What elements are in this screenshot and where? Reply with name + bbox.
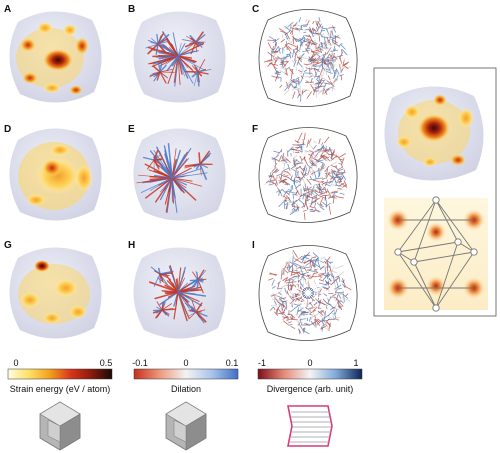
strain-icon bbox=[39, 401, 81, 451]
panel-label-g: G bbox=[4, 240, 12, 251]
panel-e-dilation-field bbox=[133, 128, 226, 221]
colorbar-dilation-title: Dilation bbox=[171, 384, 201, 394]
panel-label-h: H bbox=[128, 240, 135, 251]
colorbar-strain: 0 0.5 Strain energy (eV / atom) bbox=[7, 358, 113, 394]
panel-k-octahedron-schematic bbox=[384, 196, 488, 312]
panel-label-c: C bbox=[252, 4, 259, 15]
colorbar-strain-gradient bbox=[7, 368, 113, 380]
colorbar-divergence-title: Divergence (arb. unit) bbox=[267, 384, 354, 394]
panel-a-strain-map bbox=[9, 11, 102, 103]
colorbar-divergence-gradient bbox=[257, 368, 363, 380]
colorbar-divergence: -1 0 1 Divergence (arb. unit) bbox=[257, 358, 363, 394]
panel-label-f: F bbox=[252, 124, 258, 135]
panel-label-i: I bbox=[252, 240, 255, 251]
panel-label-e: E bbox=[128, 124, 135, 135]
panel-label-b: B bbox=[128, 4, 135, 15]
panel-b-dilation-field bbox=[133, 11, 226, 103]
colorbar-dilation-mid: 0 bbox=[183, 358, 188, 368]
colorbar-dilation-min: -0.1 bbox=[132, 358, 148, 368]
divergence-icon bbox=[287, 405, 333, 447]
panel-label-d: D bbox=[4, 124, 11, 135]
colorbar-strain-max: 0.5 bbox=[100, 358, 113, 368]
panel-h-dilation-field bbox=[133, 247, 226, 339]
panel-f-divergence-field bbox=[258, 127, 358, 223]
colorbar-strain-min: 0 bbox=[13, 358, 18, 368]
colorbar-dilation-gradient bbox=[133, 368, 239, 380]
colorbar-dilation-max: 0.1 bbox=[226, 358, 239, 368]
panel-g-strain-map bbox=[9, 247, 102, 339]
colorbar-divergence-max: 1 bbox=[353, 358, 358, 368]
colorbar-divergence-min: -1 bbox=[258, 358, 266, 368]
colorbar-divergence-mid: 0 bbox=[307, 358, 312, 368]
dilation-icon bbox=[165, 401, 207, 451]
colorbar-strain-title: Strain energy (eV / atom) bbox=[10, 384, 111, 394]
panel-label-a: A bbox=[4, 4, 11, 15]
panel-c-divergence-field bbox=[258, 9, 358, 107]
colorbar-dilation: -0.1 0 0.1 Dilation bbox=[132, 358, 238, 394]
panel-d-strain-map bbox=[9, 128, 102, 221]
panel-i-divergence-field bbox=[258, 245, 358, 341]
panel-j-strain-map bbox=[384, 86, 484, 181]
